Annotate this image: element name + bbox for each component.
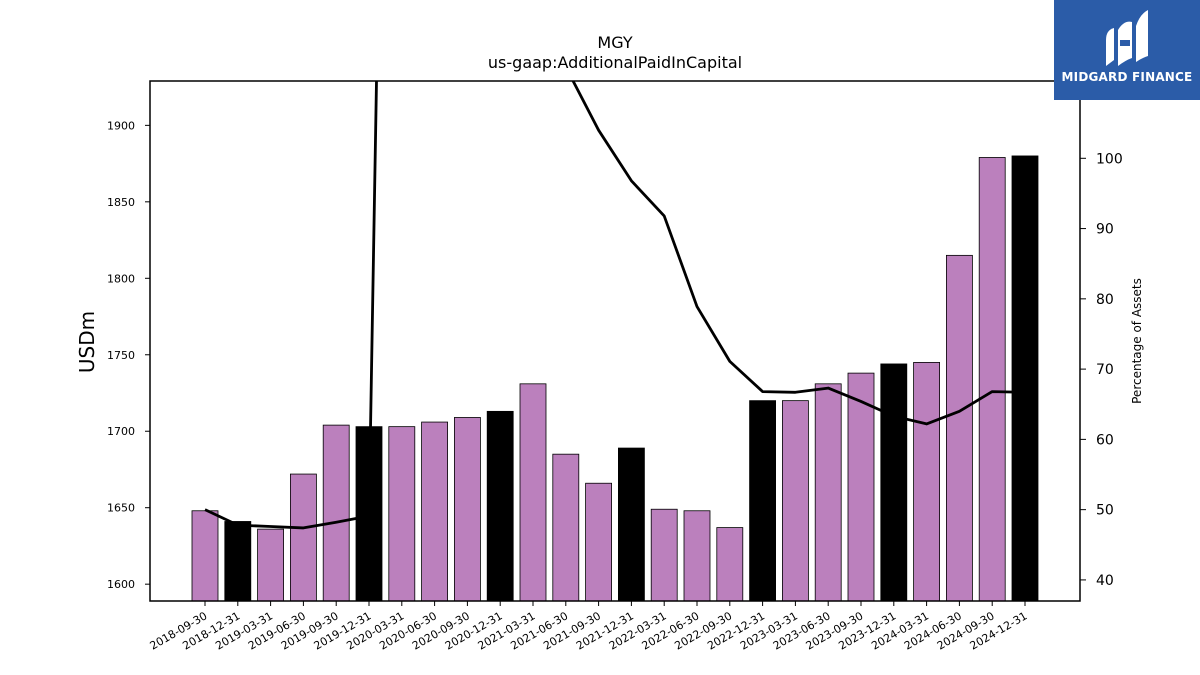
y2-axis-label: Percentage of Assets bbox=[1130, 278, 1144, 404]
y-tick-label: 1700 bbox=[107, 425, 135, 438]
midgard-m-logo-icon bbox=[1106, 10, 1148, 66]
bar-2020-03-31 bbox=[388, 426, 416, 601]
bar-2022-06-30 bbox=[683, 510, 711, 601]
y2-tick-label: 100 bbox=[1096, 151, 1123, 167]
line-layer bbox=[204, 81, 1026, 530]
bar-2023-03-31 bbox=[782, 400, 809, 601]
y-tick-label: 1600 bbox=[107, 578, 135, 591]
bar-2019-03-31 bbox=[257, 528, 285, 601]
chart-title: MGY bbox=[597, 33, 632, 52]
y-tick-label: 1750 bbox=[107, 349, 135, 362]
bar-2023-09-30 bbox=[847, 372, 875, 601]
bar-2020-12-31 bbox=[486, 410, 514, 601]
bar-2022-09-30 bbox=[716, 527, 744, 601]
bar-2019-06-30 bbox=[289, 473, 317, 601]
bar-2024-06-30 bbox=[946, 254, 973, 601]
bar-2018-12-31 bbox=[224, 521, 252, 601]
y2-tick-label: 70 bbox=[1096, 362, 1114, 378]
bar-2020-06-30 bbox=[421, 421, 449, 601]
bar-2021-09-30 bbox=[585, 482, 612, 601]
bars-layer bbox=[191, 155, 1039, 601]
bar-2019-09-30 bbox=[322, 424, 350, 601]
y-tick-label: 1650 bbox=[107, 502, 135, 515]
y2-tick-label: 80 bbox=[1096, 292, 1114, 308]
y-tick-label: 1800 bbox=[107, 272, 135, 285]
bar-2024-09-30 bbox=[978, 157, 1006, 601]
bar-2018-09-30 bbox=[191, 510, 219, 601]
y-tick-label: 1900 bbox=[107, 119, 135, 132]
right-axis-ticks: 40 50 60 70 80 90 100 bbox=[1080, 151, 1123, 589]
percentage-of-assets-line bbox=[204, 81, 1026, 530]
left-axis-ticks: 1600 1650 1700 1750 1800 1850 1900 bbox=[107, 119, 150, 591]
bar-2024-12-31 bbox=[1011, 155, 1039, 601]
y-tick-label: 1850 bbox=[107, 196, 135, 209]
brand-logo: MIDGARD FINANCE bbox=[1054, 0, 1200, 100]
y2-tick-label: 90 bbox=[1096, 222, 1114, 238]
bar-2024-03-31 bbox=[913, 362, 940, 601]
plot-frame bbox=[149, 80, 1081, 602]
y2-tick-label: 60 bbox=[1096, 432, 1114, 448]
brand-name: MIDGARD FINANCE bbox=[1061, 70, 1193, 84]
y2-tick-label: 40 bbox=[1096, 573, 1114, 589]
bar-2022-03-31 bbox=[650, 508, 678, 601]
bar-2022-12-31 bbox=[749, 400, 776, 601]
bar-2020-09-30 bbox=[453, 417, 481, 601]
bar-2023-06-30 bbox=[814, 383, 842, 601]
chart-subtitle: us-gaap:AdditionalPaidInCapital bbox=[488, 53, 742, 72]
y2-tick-label: 50 bbox=[1096, 503, 1114, 519]
y-axis-label: USDm bbox=[75, 311, 99, 373]
bar-2021-06-30 bbox=[552, 453, 580, 601]
bar-2021-12-31 bbox=[618, 447, 645, 601]
bar-2023-12-31 bbox=[880, 363, 908, 601]
bar-2021-03-31 bbox=[519, 383, 547, 601]
x-axis-ticks: 2018-09-302018-12-312019-03-312019-06-30… bbox=[148, 601, 1030, 653]
